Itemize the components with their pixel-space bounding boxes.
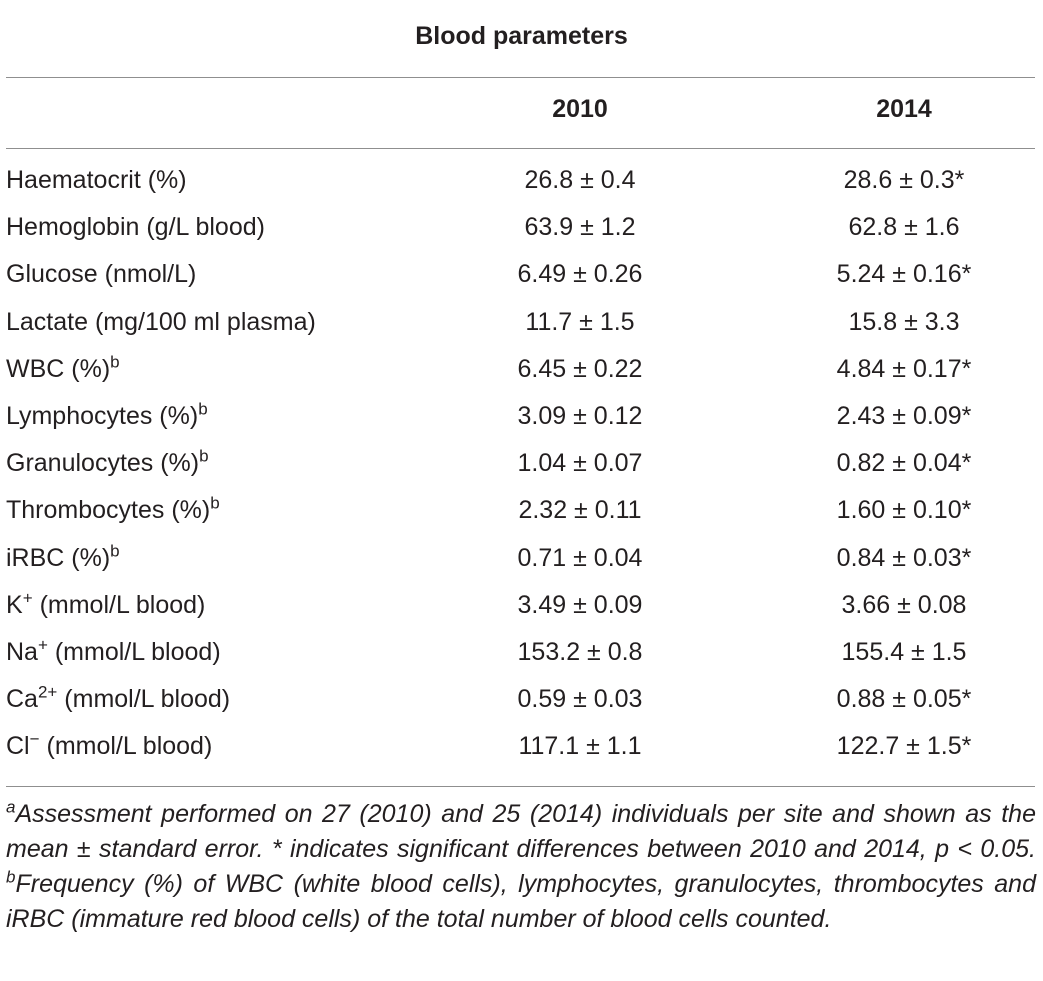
row-label-superscript: b [110,541,120,561]
column-header-2014: 2014 [876,95,932,123]
cell-2014: 0.82 ± 0.04* [836,449,972,478]
cell-2010: 3.09 ± 0.12 [517,401,643,430]
table-row: Thrombocytes (%)b 2.32 ± 0.11 1.60 ± 0.10* [0,490,1043,537]
row-label-superscript: + [37,635,48,655]
cell-2010: 153.2 ± 0.8 [517,637,643,666]
cell-2014: 5.24 ± 0.16* [836,260,972,289]
row-label-text: K [6,590,23,619]
footnote-a-text: Assessment performed on 27 (2010) and 25… [6,800,1036,863]
row-label-superscript: b [199,446,209,466]
cell-2014: 0.84 ± 0.03* [836,543,972,572]
cell-2010: 63.9 ± 1.2 [524,213,636,242]
row-label-text: WBC (%) [6,354,111,383]
cell-2014: 122.7 ± 1.5* [836,732,972,761]
table-row: Glucose (nmol/L) 6.49 ± 0.26 5.24 ± 0.16* [0,254,1043,301]
row-label-unit: (mmol/L blood) [47,637,221,666]
row-label: Ca2+ (mmol/L blood) [6,682,231,714]
cell-2014: 15.8 ± 3.3 [848,307,960,336]
row-label: Haematocrit (%) [6,166,187,195]
row-label-text: Hemoglobin (g/L blood) [6,213,265,242]
table-title: Blood parameters [415,22,628,50]
table-row: Ca2+ (mmol/L blood) 0.59 ± 0.03 0.88 ± 0.0… [0,679,1043,726]
table-row: Haematocrit (%) 26.8 ± 0.4 28.6 ± 0.3* [0,160,1043,207]
table-row: Na+ (mmol/L blood) 153.2 ± 0.8 155.4 ± 1.5 [0,632,1043,679]
row-label-superscript: b [210,493,220,513]
row-label: Na+ (mmol/L blood) [6,635,221,667]
row-label-text: Ca [6,685,38,714]
cell-2014: 4.84 ± 0.17* [836,354,972,383]
table-row: Lactate (mg/100 ml plasma) 11.7 ± 1.5 15.8… [0,302,1043,349]
row-label-text: iRBC (%) [6,543,111,572]
row-label: Lymphocytes (%)b [6,399,208,431]
cell-2014: 0.88 ± 0.05* [836,685,972,714]
row-label-unit: (mmol/L blood) [57,685,231,714]
cell-2010: 117.1 ± 1.1 [518,732,642,761]
row-label-unit: (mmol/L blood) [39,732,213,761]
row-label: iRBC (%)b [6,541,120,573]
row-label: Granulocytes (%)b [6,446,209,478]
table-row: Cl− (mmol/L blood) 117.1 ± 1.1 122.7 ± 1.5… [0,726,1043,773]
cell-2010: 11.7 ± 1.5 [525,307,635,336]
row-label: Glucose (nmol/L) [6,260,196,289]
table-row: K+ (mmol/L blood) 3.49 ± 0.09 3.66 ± 0.08 [0,585,1043,632]
bottom-divider [6,786,1035,787]
row-label: Hemoglobin (g/L blood) [6,213,265,242]
cell-2010: 3.49 ± 0.09 [517,590,643,619]
footnote-b-text: Frequency (%) of WBC (white blood cells)… [6,870,1036,933]
cell-2010: 0.71 ± 0.04 [517,543,643,572]
cell-2014: 3.66 ± 0.08 [841,590,967,619]
cell-2010: 1.04 ± 0.07 [517,449,643,478]
row-label-superscript: b [110,352,120,372]
cell-2014: 28.6 ± 0.3* [843,166,965,194]
cell-2010: 6.45 ± 0.22 [517,354,643,383]
table-row: Granulocytes (%)b 1.04 ± 0.07 0.82 ± 0.04* [0,443,1043,490]
cell-2014: 155.4 ± 1.5 [841,637,967,666]
row-label-text: Na [6,637,38,666]
row-label: Cl− (mmol/L blood) [6,729,213,761]
header-divider [6,148,1035,149]
table-row: iRBC (%)b 0.71 ± 0.04 0.84 ± 0.03* [0,538,1043,585]
row-label: Thrombocytes (%)b [6,493,220,525]
table-row: WBC (%)b 6.45 ± 0.22 4.84 ± 0.17* [0,349,1043,396]
row-label-text: Haematocrit (%) [6,166,187,194]
row-label-text: Lymphocytes (%) [6,401,199,430]
column-header-2010: 2010 [552,95,608,123]
row-label: WBC (%)b [6,352,120,384]
row-label-text: Glucose (nmol/L) [6,260,197,289]
row-label-text: Thrombocytes (%) [6,496,211,525]
cell-2010: 6.49 ± 0.26 [517,260,643,289]
cell-2010: 0.59 ± 0.03 [517,685,643,714]
row-label-superscript: b [198,399,208,419]
top-divider [6,77,1035,78]
row-label-unit: (mmol/L blood) [32,590,206,619]
row-label-text: Lactate (mg/100 ml plasma) [6,307,316,336]
table-row: Hemoglobin (g/L blood) 63.9 ± 1.2 62.8 ± 1… [0,207,1043,254]
row-label-text: Cl [6,732,30,761]
cell-2014: 1.60 ± 0.10* [836,496,972,525]
row-label-superscript: 2+ [37,682,58,702]
table-footnote: aAssessment performed on 27 (2010) and 2… [6,797,1036,937]
row-label: Lactate (mg/100 ml plasma) [6,308,316,337]
cell-2010: 2.32 ± 0.11 [518,496,642,525]
footnote-b-mark: b [6,867,16,887]
row-label-superscript: + [22,588,33,608]
table-row: Lymphocytes (%)b 3.09 ± 0.12 2.43 ± 0.09* [0,396,1043,443]
footnote-a-mark: a [6,797,16,817]
row-label-text: Granulocytes (%) [6,449,200,478]
row-label-superscript: − [29,729,40,749]
table-body: Haematocrit (%) 26.8 ± 0.4 28.6 ± 0.3* Hemo… [0,160,1043,773]
cell-2014: 62.8 ± 1.6 [848,213,960,242]
cell-2014: 2.43 ± 0.09* [836,401,972,430]
row-label: K+ (mmol/L blood) [6,588,206,620]
cell-2010: 26.8 ± 0.4 [524,166,636,194]
